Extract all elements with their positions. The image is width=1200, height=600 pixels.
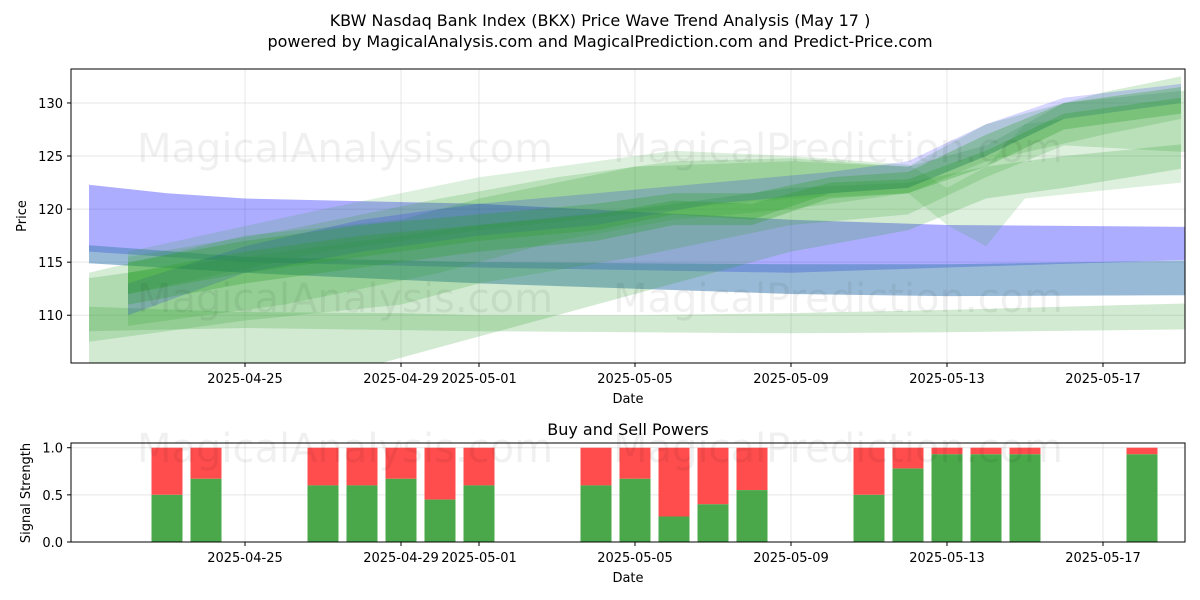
buy-bar bbox=[307, 485, 339, 542]
sell-bar bbox=[931, 447, 963, 455]
buy-bar bbox=[424, 499, 456, 542]
signal-x-axis-label: Date bbox=[612, 571, 643, 586]
sell-bar bbox=[1009, 447, 1041, 455]
signal-axes-frame bbox=[70, 442, 1186, 543]
sell-bar bbox=[463, 447, 495, 486]
sell-bar bbox=[697, 447, 729, 505]
signal-y-axis-label: Signal Strength bbox=[19, 443, 34, 543]
buy-bar bbox=[1126, 454, 1158, 542]
sell-bar bbox=[151, 447, 183, 495]
buy-bar bbox=[385, 478, 417, 542]
sell-bar bbox=[970, 447, 1002, 455]
price-band-4 bbox=[89, 144, 1181, 363]
price-band-6 bbox=[128, 76, 1181, 326]
price-band-8 bbox=[128, 83, 1181, 316]
price-x-tick-label: 2025-05-05 bbox=[597, 372, 673, 387]
sell-bar bbox=[892, 447, 924, 469]
price-band-2 bbox=[89, 245, 1185, 297]
buy-bar bbox=[151, 494, 183, 542]
buy-bar bbox=[658, 516, 690, 542]
sell-bar bbox=[307, 447, 339, 486]
price-y-axis-label: Price bbox=[15, 200, 30, 232]
sell-bar bbox=[385, 447, 417, 479]
signal-x-tick-label: 2025-05-01 bbox=[441, 551, 517, 566]
signal-watermarks: MagicalAnalysis.com MagicalPrediction.co… bbox=[137, 426, 1063, 472]
buy-bar bbox=[1009, 454, 1041, 542]
buy-bar bbox=[931, 454, 963, 542]
signal-x-tick-label: 2025-05-17 bbox=[1065, 551, 1141, 566]
price-x-axis-label: Date bbox=[612, 392, 643, 407]
price-x-tick-label: 2025-05-01 bbox=[441, 372, 517, 387]
sell-bar bbox=[658, 447, 690, 517]
signal-y-tick-label: 0.5 bbox=[42, 489, 63, 504]
sell-bar bbox=[346, 447, 378, 486]
signal-x-tick-label: 2025-04-25 bbox=[207, 551, 283, 566]
price-band-5 bbox=[89, 90, 1185, 342]
price-x-tick-label: 2025-05-13 bbox=[909, 372, 985, 387]
buy-bar bbox=[736, 490, 768, 542]
buy-bar bbox=[892, 468, 924, 542]
signal-x-tick-label: 2025-04-29 bbox=[363, 551, 439, 566]
price-y-tick-label: 125 bbox=[38, 150, 63, 165]
price-band-9 bbox=[128, 87, 1181, 294]
sell-bar bbox=[580, 447, 612, 486]
figure-title: KBW Nasdaq Bank Index (BKX) Price Wave T… bbox=[330, 11, 871, 30]
watermark-prediction-top: MagicalPrediction.com bbox=[613, 126, 1063, 172]
price-grid bbox=[71, 69, 1185, 363]
sell-bar bbox=[853, 447, 885, 495]
sell-bar bbox=[424, 447, 456, 500]
price-band-7 bbox=[128, 103, 1181, 294]
signal-x-tick-label: 2025-05-13 bbox=[909, 551, 985, 566]
signal-x-tick-label: 2025-05-05 bbox=[597, 551, 673, 566]
watermark-analysis-top: MagicalAnalysis.com bbox=[137, 126, 553, 172]
signal-chart: Buy and Sell Powers MagicalAnalysis.com … bbox=[19, 420, 1186, 586]
sell-bar bbox=[1126, 447, 1158, 455]
sell-bar bbox=[736, 447, 768, 491]
signal-x-tick-label: 2025-05-09 bbox=[753, 551, 829, 566]
signal-y-tick-label: 1.0 bbox=[42, 442, 63, 457]
price-y-tick-label: 120 bbox=[38, 203, 63, 218]
price-y-tick-label: 130 bbox=[38, 97, 63, 112]
price-ticks: 2025-04-25 2025-04-29 2025-05-01 2025-05-05… bbox=[38, 97, 1141, 387]
buy-bar bbox=[697, 504, 729, 542]
sell-bar bbox=[190, 447, 222, 479]
watermark-prediction-mid: MagicalPrediction.com bbox=[613, 276, 1063, 322]
buy-bar bbox=[190, 478, 222, 542]
signal-y-tick-label: 0.0 bbox=[42, 536, 63, 551]
figure-subtitle: powered by MagicalAnalysis.com and Magic… bbox=[267, 32, 932, 51]
price-watermarks: MagicalAnalysis.com MagicalPrediction.co… bbox=[137, 126, 1063, 322]
signal-chart-title: Buy and Sell Powers bbox=[547, 420, 709, 439]
buy-bar bbox=[853, 494, 885, 542]
watermark-prediction-bottom: MagicalPrediction.com bbox=[613, 426, 1063, 472]
price-y-tick-label: 115 bbox=[38, 256, 63, 271]
buy-bar bbox=[463, 485, 495, 542]
price-axes-frame bbox=[70, 68, 1186, 364]
signal-bars bbox=[151, 447, 1158, 542]
watermark-analysis-bottom: MagicalAnalysis.com bbox=[137, 426, 553, 472]
sell-bar bbox=[619, 447, 651, 479]
price-y-tick-label: 110 bbox=[38, 309, 63, 324]
buy-bar bbox=[346, 485, 378, 542]
price-x-tick-label: 2025-05-17 bbox=[1065, 372, 1141, 387]
price-x-tick-label: 2025-04-29 bbox=[363, 372, 439, 387]
price-x-tick-label: 2025-05-09 bbox=[753, 372, 829, 387]
price-band-1 bbox=[89, 184, 1185, 273]
price-bands bbox=[89, 76, 1185, 363]
price-chart: MagicalAnalysis.com MagicalPrediction.co… bbox=[15, 68, 1186, 407]
price-band-3 bbox=[89, 303, 1185, 334]
price-band-10 bbox=[128, 97, 1181, 305]
price-x-tick-label: 2025-04-25 bbox=[207, 372, 283, 387]
watermark-analysis-mid: MagicalAnalysis.com bbox=[137, 276, 553, 322]
buy-bar bbox=[619, 478, 651, 542]
signal-ticks: 2025-04-25 2025-04-29 2025-05-01 2025-05-05… bbox=[42, 442, 1140, 566]
buy-bar bbox=[970, 454, 1002, 542]
buy-bar bbox=[580, 485, 612, 542]
